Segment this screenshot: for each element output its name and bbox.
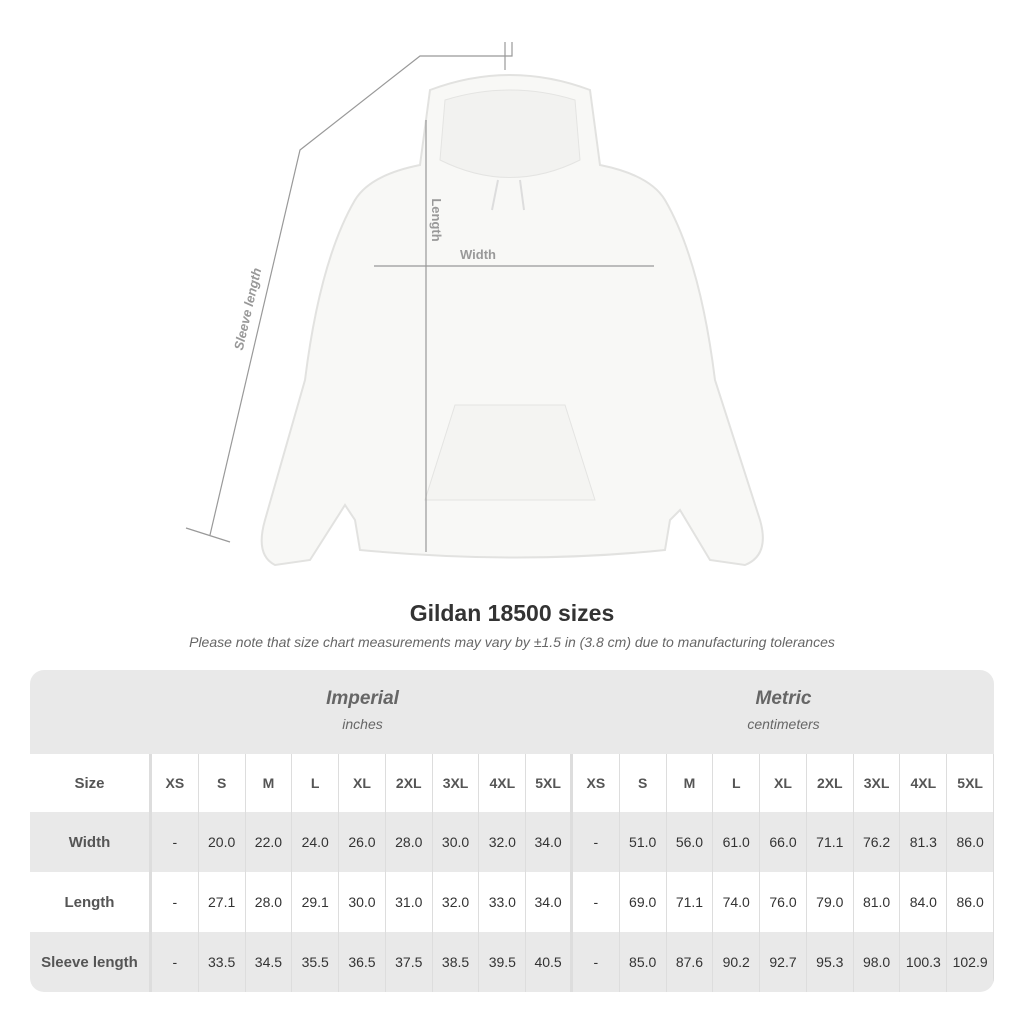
cell-imperial: 34.0 xyxy=(526,812,573,872)
size-header-imperial: 2XL xyxy=(386,754,433,812)
cell-metric: 100.3 xyxy=(900,932,948,992)
cell-imperial: 36.5 xyxy=(339,932,386,992)
size-header-imperial: L xyxy=(292,754,340,812)
tolerance-note: Please note that size chart measurements… xyxy=(189,634,835,650)
size-header-imperial: XS xyxy=(152,754,199,812)
cell-metric: - xyxy=(573,872,620,932)
size-header-imperial: S xyxy=(199,754,246,812)
cell-imperial: 32.0 xyxy=(479,812,527,872)
cell-metric: 51.0 xyxy=(620,812,667,872)
cell-imperial: 29.1 xyxy=(292,872,340,932)
cell-imperial: 33.0 xyxy=(479,872,527,932)
cell-metric: 90.2 xyxy=(713,932,761,992)
cell-metric: 92.7 xyxy=(760,932,807,992)
cell-metric: 71.1 xyxy=(807,812,854,872)
cell-imperial: 39.5 xyxy=(479,932,527,992)
cell-metric: 76.2 xyxy=(854,812,901,872)
imperial-label: Imperial xyxy=(326,688,399,709)
table-row: Sleeve length -33.5 34.5 35.5 36.5 37.5 38.5 39… xyxy=(30,932,994,992)
page-title: Gildan 18500 sizes xyxy=(409,600,615,626)
cell-imperial: 30.0 xyxy=(339,872,386,932)
cell-metric: 102.9 xyxy=(947,932,994,992)
size-header-metric: 2XL xyxy=(807,754,854,812)
cell-metric: 81.3 xyxy=(900,812,948,872)
size-header-imperial: M xyxy=(246,754,293,812)
cell-imperial: 26.0 xyxy=(339,812,386,872)
table-row: Length -27.1 28.0 29.1 30.0 31.0 32.0 33.0 34.0-… xyxy=(30,872,994,932)
cell-metric: 86.0 xyxy=(947,812,994,872)
cell-imperial: 22.0 xyxy=(246,812,293,872)
metric-label: Metric xyxy=(755,688,812,709)
cell-imperial: - xyxy=(152,812,199,872)
cell-metric: 84.0 xyxy=(900,872,948,932)
row-label: Width xyxy=(30,812,152,872)
row-label: Sleeve length xyxy=(30,932,152,992)
size-header-imperial: 4XL xyxy=(479,754,527,812)
cell-metric: 76.0 xyxy=(760,872,807,932)
cell-metric: 56.0 xyxy=(667,812,714,872)
cell-metric: 74.0 xyxy=(713,872,761,932)
hoodie-image xyxy=(260,74,764,567)
cell-metric: 86.0 xyxy=(947,872,994,932)
cell-imperial: 34.0 xyxy=(526,872,573,932)
size-header-imperial: 3XL xyxy=(433,754,480,812)
cell-metric: 98.0 xyxy=(854,932,901,992)
cell-metric: 95.3 xyxy=(807,932,854,992)
cell-metric: 66.0 xyxy=(760,812,807,872)
cell-imperial: 37.5 xyxy=(386,932,433,992)
size-header-metric: XS xyxy=(573,754,620,812)
cell-metric: - xyxy=(573,932,620,992)
metric-unit: centimeters xyxy=(747,716,820,732)
cell-imperial: 28.0 xyxy=(386,812,433,872)
cell-imperial: 32.0 xyxy=(433,872,480,932)
cell-imperial: 31.0 xyxy=(386,872,433,932)
cell-imperial: 40.5 xyxy=(526,932,573,992)
size-header-metric: L xyxy=(713,754,761,812)
cell-metric: 69.0 xyxy=(620,872,667,932)
cell-imperial: 20.0 xyxy=(199,812,246,872)
header-row: Size XS S M L XL 2XL 3XL 4XL 5XL XS S M L XL 2XL 3XL 4XL 5… xyxy=(30,754,994,812)
cell-imperial: - xyxy=(152,932,199,992)
size-header-imperial: XL xyxy=(339,754,386,812)
size-header-metric: 3XL xyxy=(854,754,901,812)
size-header-metric: M xyxy=(667,754,714,812)
cell-metric: 61.0 xyxy=(713,812,761,872)
size-table: Imperial inches Metric centimeters Size X… xyxy=(30,670,994,992)
cell-imperial: 38.5 xyxy=(433,932,480,992)
row-label: Length xyxy=(30,872,152,932)
metric-group: Metric centimeters xyxy=(573,670,994,754)
cell-metric: 87.6 xyxy=(667,932,714,992)
cell-imperial: 24.0 xyxy=(292,812,340,872)
cell-imperial: 30.0 xyxy=(433,812,480,872)
size-header-metric: S xyxy=(620,754,667,812)
sleeve-label: Sleeve length xyxy=(231,266,264,351)
cell-metric: 71.1 xyxy=(667,872,714,932)
imperial-unit: inches xyxy=(342,716,383,732)
table-row: Width -20.0 22.0 24.0 26.0 28.0 30.0 32.0 34.0-5… xyxy=(30,812,994,872)
size-header-metric: 5XL xyxy=(947,754,994,812)
cell-metric: 81.0 xyxy=(854,872,901,932)
cell-imperial: 35.5 xyxy=(292,932,340,992)
width-label: Width xyxy=(460,247,496,262)
cell-imperial: 33.5 xyxy=(199,932,246,992)
cell-imperial: - xyxy=(152,872,199,932)
size-header-imperial: 5XL xyxy=(526,754,573,812)
row-label: Size xyxy=(30,754,152,812)
sleeve-line xyxy=(209,42,513,536)
cell-metric: - xyxy=(573,812,620,872)
cell-imperial: 28.0 xyxy=(246,872,293,932)
hoodie-illustration: Length Width Sleeve length xyxy=(185,42,764,567)
size-header-metric: 4XL xyxy=(900,754,948,812)
cell-metric: 79.0 xyxy=(807,872,854,932)
cell-metric: 85.0 xyxy=(620,932,667,992)
length-label: Length xyxy=(429,198,444,241)
imperial-group: Imperial inches xyxy=(152,670,573,754)
size-header-metric: XL xyxy=(760,754,807,812)
cell-imperial: 34.5 xyxy=(246,932,293,992)
cell-imperial: 27.1 xyxy=(199,872,246,932)
